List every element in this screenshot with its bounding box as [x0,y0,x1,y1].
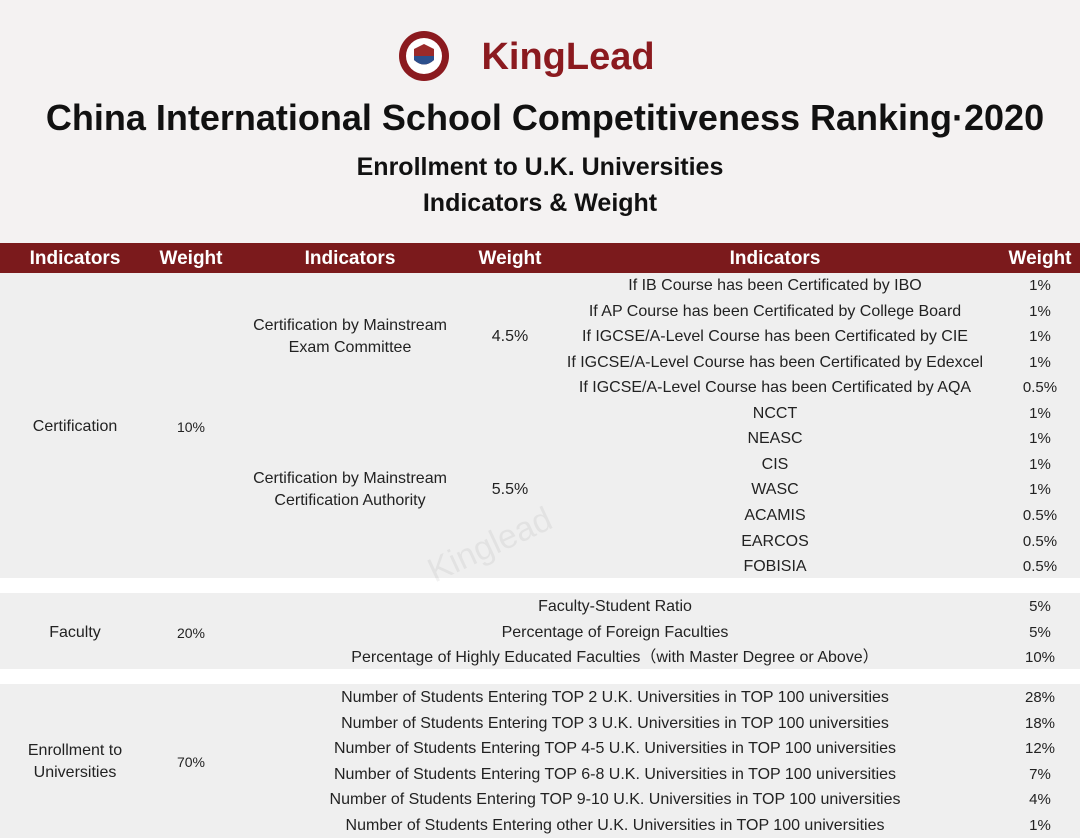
item-indicator: WASC [751,481,799,499]
item-indicator: NEASC [747,430,803,448]
item-weight: 1% [1029,277,1051,294]
item-weight: 0.5% [1022,506,1058,524]
item-weight: 1% [1029,481,1051,499]
item-weight: 1% [1029,302,1051,320]
item-weight: 1% [1029,353,1051,371]
item-indicator: FOBISIA [743,558,807,576]
item-indicator: Number of Students Entering TOP 6-8 U.K.… [333,765,897,783]
section-indicator: Enrollment to [27,741,123,759]
section-weight: 70% [176,753,206,770]
section-weight: 20% [176,624,206,641]
item-weight: 0.5% [1022,558,1058,576]
group-weight: 4.5% [491,328,529,346]
section-indicator: Certification [32,417,118,435]
item-indicator: CIS [761,455,789,473]
item-indicator: If AP Course has been Certificated by Co… [588,302,962,320]
section-indicator: Faculty [49,623,101,641]
item-weight: 7% [1029,765,1051,783]
group-indicator: Certification by Mainstream [253,317,447,335]
logo [399,31,449,81]
group-indicator: Exam Committee [288,339,412,357]
item-indicator: Percentage of Foreign Faculties [501,623,729,641]
subtitle: Indicators & Weight [422,189,658,217]
item-indicator: Percentage of Highly Educated Faculties（… [351,649,879,667]
column-header: Indicators [729,248,821,269]
item-weight: 1% [1029,816,1051,834]
item-indicator: Number of Students Entering other U.K. U… [345,816,885,834]
group-indicator: Certification Authority [274,492,426,510]
group-indicator: Certification by Mainstream [253,470,447,488]
column-header: Indicators [29,248,121,269]
item-indicator: Number of Students Entering TOP 2 U.K. U… [341,689,889,706]
item-weight: 10% [1024,649,1056,667]
section-bg [0,593,1080,669]
item-indicator: If IGCSE/A-Level Course has been Certifi… [566,353,984,371]
item-indicator: EARCOS [741,532,809,550]
item-weight: 0.5% [1022,532,1058,550]
item-indicator: If IGCSE/A-Level Course has been Certifi… [578,379,972,397]
item-weight: 1% [1029,455,1051,473]
item-indicator: Number of Students Entering TOP 3 U.K. U… [341,714,889,732]
item-weight: 1% [1029,404,1051,422]
item-indicator: NCCT [752,404,798,422]
item-weight: 0.5% [1022,379,1058,397]
section-bg [0,684,1080,838]
table-header-bg [0,243,1080,273]
item-weight: 18% [1024,714,1056,732]
brand: KingLead [481,36,655,78]
subtitle: Enrollment to U.K. Universities [356,153,724,181]
item-weight: 28% [1024,689,1056,706]
item-weight: 1% [1029,328,1051,346]
section-bg [0,273,1080,578]
title: China International School Competitivene… [45,97,1045,138]
item-indicator: If IGCSE/A-Level Course has been Certifi… [582,328,968,346]
column-header: Weight [1008,248,1072,269]
item-weight: 12% [1024,740,1056,758]
item-indicator: Number of Students Entering TOP 9-10 U.K… [329,791,901,809]
item-weight: 5% [1029,623,1051,641]
column-header: Weight [159,248,223,269]
item-indicator: Number of Students Entering TOP 4-5 U.K.… [333,740,897,758]
column-header: Weight [478,248,542,269]
item-indicator: ACAMIS [744,506,806,524]
section-weight: 10% [176,418,206,435]
header-bg [0,0,1080,243]
group-weight: 5.5% [491,481,529,499]
item-indicator: If IB Course has been Certificated by IB… [628,277,922,294]
item-weight: 4% [1029,791,1051,809]
item-weight: 1% [1029,430,1051,448]
item-indicator: Faculty-Student Ratio [538,598,692,615]
column-header: Indicators [304,248,396,269]
item-weight: 5% [1029,598,1051,615]
section-indicator: Universities [33,763,117,781]
